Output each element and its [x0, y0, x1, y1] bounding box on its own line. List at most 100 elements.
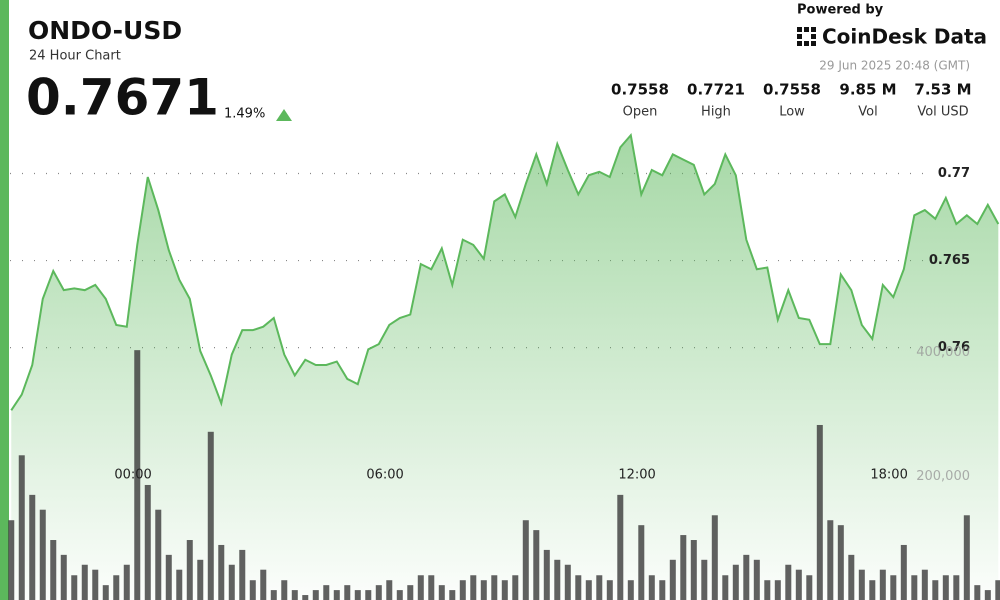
y-tick-label: 0.765 [929, 253, 970, 268]
volume-bar [564, 564, 571, 600]
volume-bar [522, 520, 529, 600]
volume-bar [575, 575, 582, 600]
volume-bar [218, 544, 225, 600]
volume-bar [953, 575, 960, 600]
volume-bar [995, 580, 1000, 600]
volume-bar [480, 580, 487, 600]
volume-bar [323, 585, 330, 600]
volume-bar [711, 515, 718, 600]
volume-bar [869, 580, 876, 600]
volume-bar [291, 590, 298, 600]
volume-bar [491, 575, 498, 600]
volume-bar [512, 575, 519, 600]
volume-bar [60, 554, 67, 600]
volume-bar [386, 580, 393, 600]
logo-icon [797, 27, 816, 46]
volume-bar [207, 431, 214, 600]
change: 1.49% [224, 107, 265, 122]
volume-bar [785, 564, 792, 600]
stat-label: Vol [858, 105, 877, 120]
volume-bar [396, 590, 403, 600]
brand: CoinDesk Data [822, 25, 987, 49]
volume-bar [39, 509, 46, 600]
volume-bar [858, 569, 865, 600]
volume-bar [774, 580, 781, 600]
volume-bar [879, 569, 886, 600]
volume-bar [407, 585, 414, 600]
volume-bar [554, 559, 561, 600]
volume-bar [113, 575, 120, 600]
plot [8, 132, 1000, 600]
volume-bar [638, 525, 645, 600]
timestamp: 29 Jun 2025 20:48 (GMT) [819, 59, 970, 73]
volume-bar [659, 580, 666, 600]
volume-bar [81, 564, 88, 600]
volume-bar [627, 580, 634, 600]
volume-bar [302, 595, 309, 600]
price-area [11, 135, 999, 600]
stat-value: 0.7558 [611, 81, 669, 99]
volume-bar [470, 575, 477, 600]
accent-stripe [0, 0, 9, 600]
volume-bar [8, 520, 15, 600]
volume-bar [270, 590, 277, 600]
y-tick-label: 0.76 [938, 340, 970, 355]
volume-bar [701, 559, 708, 600]
x-tick-label: 00:00 [114, 468, 151, 483]
x-tick-label: 06:00 [366, 468, 403, 483]
x-tick-label: 12:00 [618, 468, 655, 483]
volume-bar [690, 540, 697, 600]
volume-bar [375, 585, 382, 600]
volume-bar [890, 575, 897, 600]
x-tick-label: 18:00 [870, 468, 907, 483]
y2-tick-label: 400,000 [916, 345, 970, 360]
volume-bar [312, 590, 319, 600]
volume-bar [134, 350, 141, 600]
stat-value: 0.7721 [687, 81, 745, 99]
volume-bar [827, 520, 834, 600]
volume-bar [648, 575, 655, 600]
volume-bar [260, 569, 267, 600]
y2-tick-label: 200,000 [916, 469, 970, 484]
volume-bar [984, 590, 991, 600]
volume-bar [942, 575, 949, 600]
volume-bar [743, 554, 750, 600]
volume-bar [543, 549, 550, 600]
volume-bar [449, 590, 456, 600]
volume-bar [144, 484, 151, 600]
volume-bar [911, 575, 918, 600]
volume-bar [102, 585, 109, 600]
volume-bar [932, 580, 939, 600]
volume-bar [155, 509, 162, 600]
volume-bar [428, 575, 435, 600]
stat-label: Vol USD [917, 105, 968, 120]
volume-bar [722, 575, 729, 600]
volume-bar [249, 580, 256, 600]
stat-value: 0.7558 [763, 81, 821, 99]
volume-bar [617, 494, 624, 600]
stat-label: Low [779, 105, 805, 120]
title: ONDO-USD [28, 16, 182, 45]
volume-bar [438, 585, 445, 600]
y-tick-label: 0.77 [938, 166, 970, 181]
volume-bar [596, 575, 603, 600]
volume-bar [732, 564, 739, 600]
volume-bar [669, 559, 676, 600]
stat-label: Open [623, 105, 658, 120]
volume-bar [501, 580, 508, 600]
stat-value: 9.85 M [839, 81, 896, 99]
volume-bar [417, 575, 424, 600]
volume-bar [585, 580, 592, 600]
volume-bar [354, 590, 361, 600]
volume-bar [753, 559, 760, 600]
volume-bar [228, 564, 235, 600]
volume-bar [680, 535, 687, 600]
volume-bar [197, 559, 204, 600]
volume-bar [239, 549, 246, 600]
volume-bar [816, 424, 823, 600]
volume-bar [459, 580, 466, 600]
volume-bar [71, 575, 78, 600]
volume-bar [186, 540, 193, 600]
volume-bar [533, 530, 540, 600]
volume-bar [344, 585, 351, 600]
